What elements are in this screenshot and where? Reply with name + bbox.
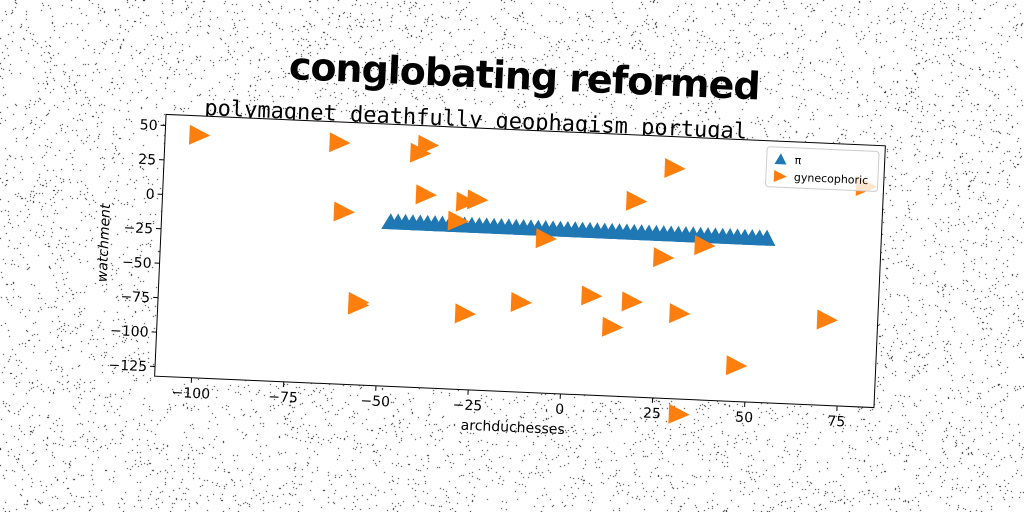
y-tick-label: −125 — [108, 358, 147, 376]
y-axis-label: watchment — [95, 203, 114, 283]
plot-group: −100 −75 −50 −25 0 25 50 75 50 25 0 −25 −50 −75 −100 −… — [89, 112, 886, 452]
y-tick-label: 25 — [138, 152, 157, 169]
x-tick-label: −100 — [171, 385, 210, 403]
y-tick-label: 50 — [139, 117, 158, 134]
gynecophoric-point — [668, 404, 690, 425]
legend-label: π — [794, 154, 802, 167]
y-tick-label: 0 — [145, 187, 155, 203]
x-tick-label: 75 — [827, 414, 846, 431]
x-axis-label: archduchesses — [460, 418, 565, 439]
x-tick-label: 50 — [735, 410, 754, 427]
y-tick-label: −25 — [123, 220, 153, 237]
x-tick-label: −25 — [452, 397, 482, 414]
y-tick-label: −100 — [110, 323, 149, 341]
x-tick-label: −75 — [268, 389, 298, 406]
x-tick-label: 25 — [643, 406, 662, 423]
x-tick-label: 0 — [555, 402, 565, 418]
x-tick-label: −50 — [360, 393, 390, 410]
y-tick-label: −75 — [120, 289, 150, 306]
y-tick-label: −50 — [122, 255, 152, 272]
